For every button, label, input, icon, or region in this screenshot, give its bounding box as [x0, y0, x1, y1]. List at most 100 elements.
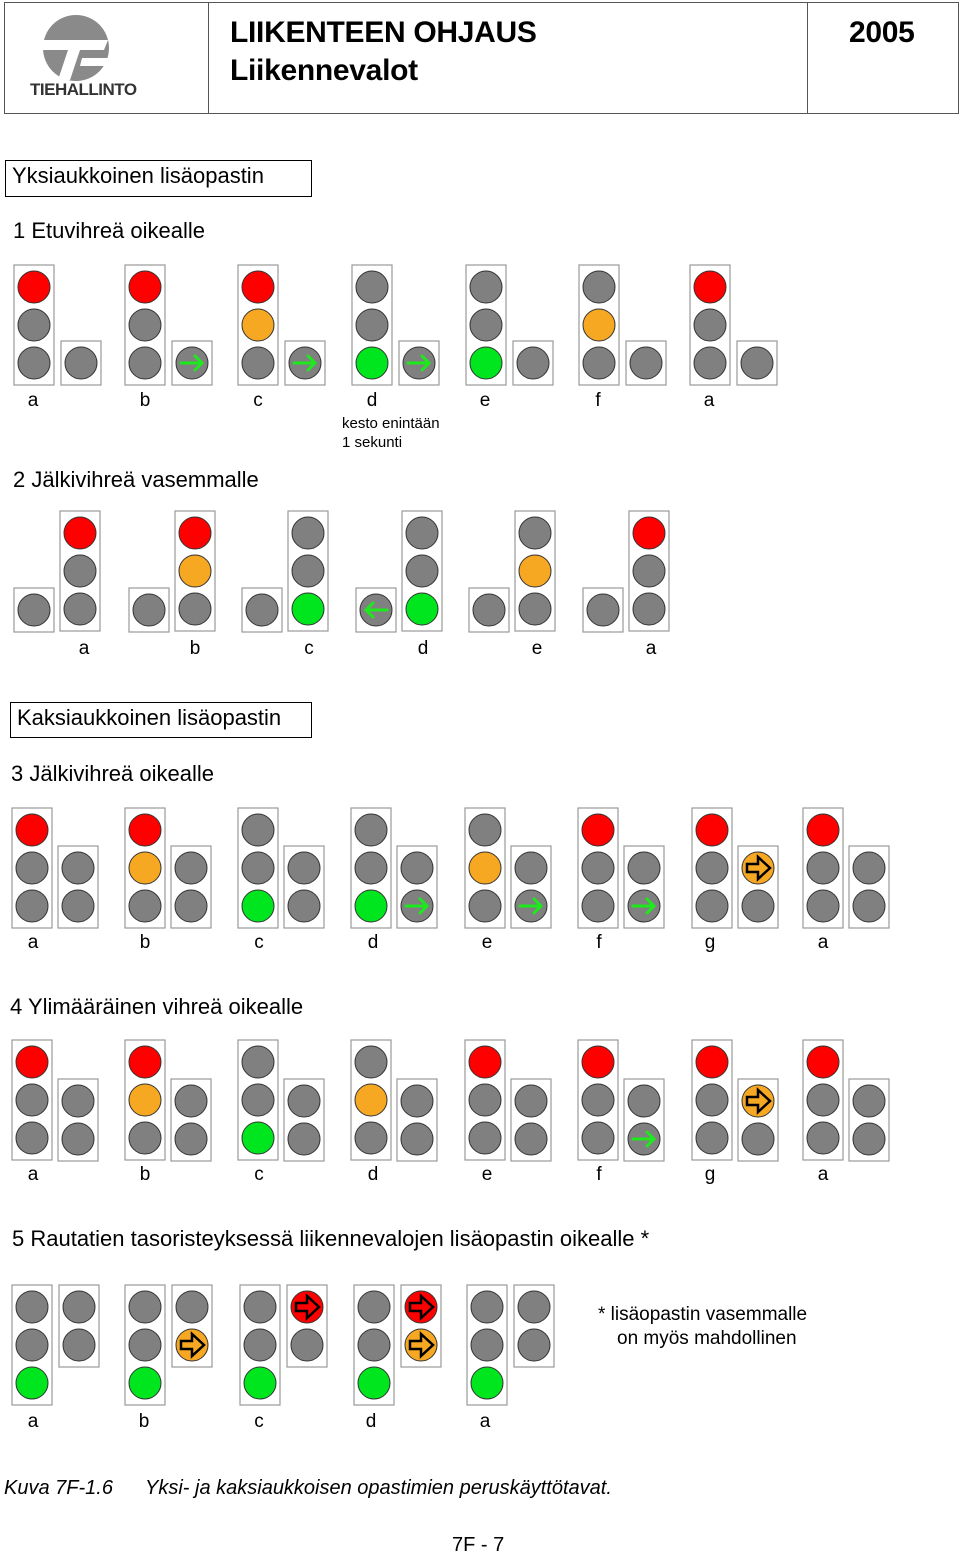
tiehallinto-logo-icon: [40, 15, 110, 81]
lamp-off: [517, 1290, 551, 1324]
lamp-yellow: [241, 308, 275, 342]
lamp-off: [128, 1121, 162, 1155]
lamp-off: [61, 889, 95, 923]
lamp-off: [63, 554, 97, 588]
sequence-step-label: a: [645, 638, 657, 659]
lamp-off: [174, 1084, 208, 1118]
lamp-off: [582, 270, 616, 304]
sequence-step-label: a: [27, 1164, 39, 1185]
lamp-off: [586, 593, 620, 627]
sequence-step-label: a: [703, 390, 715, 411]
lamp-off: [178, 592, 212, 626]
lamp-green: [355, 346, 389, 380]
lamp-off: [468, 813, 502, 847]
lamp-off: [62, 1328, 96, 1362]
lamp-red: [17, 270, 51, 304]
lamp-green: [241, 1121, 275, 1155]
lamp-off: [852, 1084, 886, 1118]
lamp-off: [354, 1121, 388, 1155]
lamp-off: [405, 554, 439, 588]
lamp-off: [355, 308, 389, 342]
lamp-off: [518, 592, 552, 626]
lamp-off: [516, 346, 550, 380]
lamp-red: [581, 813, 615, 847]
lamp-off: [400, 1084, 434, 1118]
figure-caption: Yksi- ja kaksiaukkoisen opastimien perus…: [145, 1477, 612, 1499]
lamp-green: [291, 592, 325, 626]
section-label-single: Yksiaukkoinen lisäopastin: [5, 160, 312, 197]
lamp-off: [741, 889, 775, 923]
sequence-step-label: a: [817, 1164, 829, 1185]
header-divider: [208, 3, 209, 113]
sequence-step-label: f: [596, 932, 602, 953]
lamp-off: [354, 851, 388, 885]
lamp-off: [581, 889, 615, 923]
lamp-off: [581, 1121, 615, 1155]
lamp-off: [17, 308, 51, 342]
lamp-yellow: [518, 554, 552, 588]
arrow-green-right-icon: [179, 354, 205, 372]
lamp-red: [806, 813, 840, 847]
lamp-red: [15, 1045, 49, 1079]
lamp-yellow-right: [175, 1328, 209, 1362]
sequence-step-label: d: [366, 390, 378, 411]
lamp-off: [581, 851, 615, 885]
sequence-step-label: d: [365, 1411, 377, 1432]
lamp-off: [128, 889, 162, 923]
lamp-green: [241, 889, 275, 923]
lamp-red: [468, 1045, 502, 1079]
lamp-off: [852, 1122, 886, 1156]
sequence-step-label: b: [138, 1411, 150, 1432]
lamp-green: [469, 346, 503, 380]
lamp-off: [245, 593, 279, 627]
lamp-off: [693, 308, 727, 342]
lamp-green: [405, 592, 439, 626]
sequence-step-label: a: [27, 1411, 39, 1432]
page-header: [4, 2, 959, 114]
sequence-step-label: b: [189, 638, 201, 659]
lamp-off: [468, 889, 502, 923]
lamp-yellow: [354, 1083, 388, 1117]
sequence-step-label: d: [417, 638, 429, 659]
lamp-red: [128, 1045, 162, 1079]
lamp-off: [61, 851, 95, 885]
lamp-off: [64, 346, 98, 380]
lamp-off: [128, 1290, 162, 1324]
lamp-off: [62, 1290, 96, 1324]
lamp-red-right: [290, 1290, 324, 1324]
arrow-yellow-right-icon: [745, 854, 772, 882]
lamp-off: [17, 346, 51, 380]
lamp-red: [178, 516, 212, 550]
lamp-off: [357, 1328, 391, 1362]
lamp-red: [695, 813, 729, 847]
item1-note-line1: kesto enintään: [342, 415, 440, 432]
sequence-step-label: a: [27, 932, 39, 953]
lamp-green: [243, 1366, 277, 1400]
lamp-red: [63, 516, 97, 550]
lamp-off: [852, 889, 886, 923]
sequence-step-label: c: [254, 1411, 264, 1432]
item5-title: 5 Rautatien tasoristeyksessä liikenneval…: [12, 1226, 650, 1251]
lamp-off: [15, 1290, 49, 1324]
lamp-off: [472, 593, 506, 627]
arrow-red-right-icon: [294, 1293, 321, 1321]
lamp-red: [693, 270, 727, 304]
sequence-step-label: d: [367, 932, 379, 953]
lamp-off: [355, 270, 389, 304]
lamp-off: [695, 1121, 729, 1155]
lamp-off: [518, 516, 552, 550]
header-divider: [807, 3, 808, 113]
lamp-green: [15, 1366, 49, 1400]
sequence-step-label: b: [139, 390, 151, 411]
item2-title: 2 Jälkivihreä vasemmalle: [13, 467, 259, 492]
lamp-off: [632, 592, 666, 626]
lamp-red: [581, 1045, 615, 1079]
lamp-off: [806, 1083, 840, 1117]
lamp-off: [174, 1122, 208, 1156]
arrow-green-right-icon: [292, 354, 318, 372]
item4-title: 4 Ylimääräinen vihreä oikealle: [10, 994, 304, 1019]
lamp-off: [243, 1328, 277, 1362]
lamp-off: [632, 554, 666, 588]
page-number: 7F - 7: [452, 1534, 505, 1556]
lamp-off: [354, 813, 388, 847]
